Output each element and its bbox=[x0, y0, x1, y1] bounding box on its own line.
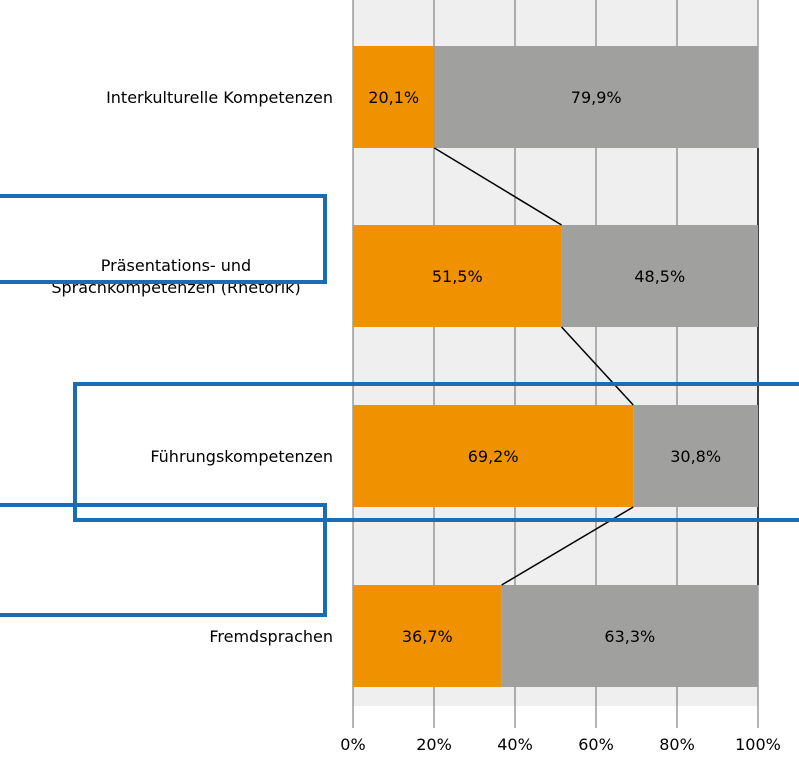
x-tick-label: 20% bbox=[416, 735, 452, 754]
x-tick-label: 60% bbox=[578, 735, 614, 754]
bar-segment bbox=[633, 405, 758, 507]
connector-line bbox=[434, 147, 562, 226]
bar-segment bbox=[501, 585, 758, 687]
x-tick-label: 100% bbox=[735, 735, 781, 754]
connector-line bbox=[561, 326, 634, 406]
bar-segment bbox=[353, 225, 562, 327]
bar-segment bbox=[434, 46, 758, 148]
x-tick-label: 80% bbox=[659, 735, 695, 754]
category-labels: Interkulturelle Kompetenzen Präsentations… bbox=[51, 88, 333, 646]
category-label-line: Präsentations- und bbox=[101, 256, 251, 275]
bar-data-label: 36,7% bbox=[402, 627, 453, 646]
x-tick-labels: 0% 20% 40% 60% 80% 100% bbox=[340, 735, 781, 754]
category-label: Führungskompetenzen bbox=[150, 447, 333, 466]
bar-data-label: 63,3% bbox=[604, 627, 655, 646]
bar-segment bbox=[561, 225, 758, 327]
category-label: Fremdsprachen bbox=[209, 627, 333, 646]
x-tick-label: 40% bbox=[497, 735, 533, 754]
highlight-box bbox=[73, 382, 799, 522]
category-label-line: Interkulturelle Kompetenzen bbox=[106, 88, 333, 107]
bar-data-label: 30,8% bbox=[670, 447, 721, 466]
x-tick-label: 0% bbox=[340, 735, 365, 754]
bar-data-label: 48,5% bbox=[634, 267, 685, 286]
bar-data-label: 69,2% bbox=[468, 447, 519, 466]
bars bbox=[353, 46, 758, 687]
bar-segment bbox=[353, 585, 502, 687]
category-label-line: Fremdsprachen bbox=[209, 627, 333, 646]
bar-data-label: 51,5% bbox=[432, 267, 483, 286]
category-label-line: Führungskompetenzen bbox=[150, 447, 333, 466]
category-label: Interkulturelle Kompetenzen bbox=[106, 88, 333, 107]
highlight-box bbox=[0, 194, 327, 284]
bar-data-label: 20,1% bbox=[368, 88, 419, 107]
bar-segment bbox=[353, 46, 435, 148]
bar-segment bbox=[353, 405, 634, 507]
bar-labels: 20,1% 79,9% 51,5% 48,5% 69,2% 30,8% 36,7% 63,3% bbox=[368, 88, 721, 646]
highlight-boxes bbox=[0, 194, 799, 617]
category-label: Präsentations- und Sprachkompetenzen (Rhe… bbox=[51, 256, 300, 297]
bar-data-label: 79,9% bbox=[571, 88, 622, 107]
highlight-box bbox=[0, 503, 327, 617]
